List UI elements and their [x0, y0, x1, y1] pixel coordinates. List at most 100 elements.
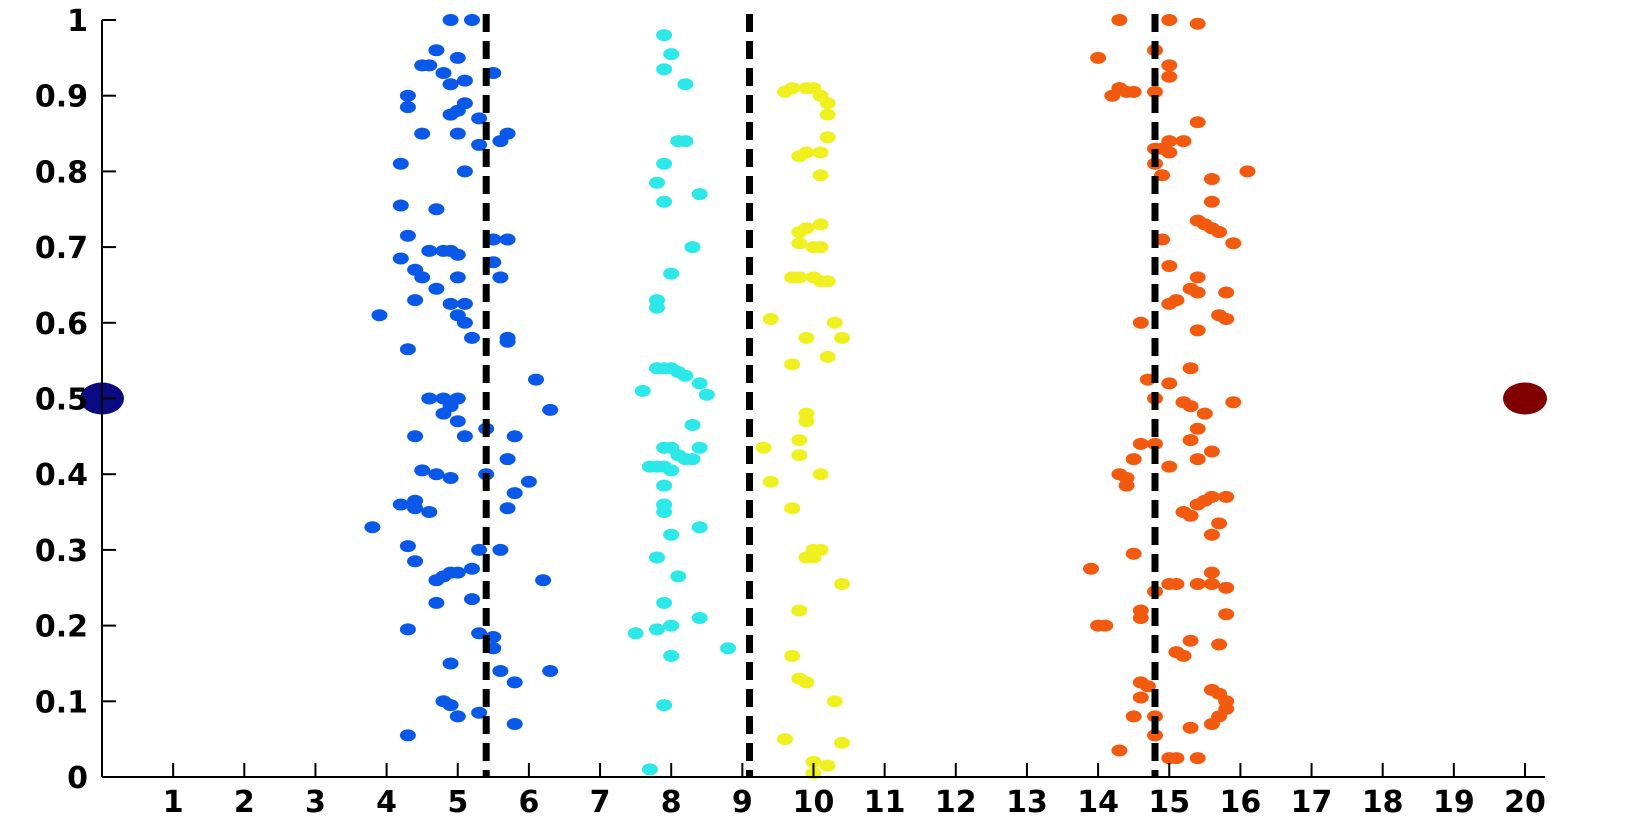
data-point — [499, 453, 516, 466]
data-point — [492, 271, 509, 284]
data-point — [399, 729, 416, 742]
data-point — [442, 108, 459, 121]
data-point — [1203, 718, 1220, 730]
data-point — [791, 237, 808, 250]
data-point — [492, 543, 509, 556]
endpoint-markers — [80, 382, 1547, 415]
data-point — [1097, 619, 1114, 632]
data-point — [812, 468, 829, 481]
data-point — [1203, 566, 1220, 579]
data-point — [784, 649, 801, 662]
data-point — [428, 203, 445, 216]
data-point — [456, 74, 473, 87]
data-point — [407, 502, 424, 515]
data-point — [1132, 612, 1149, 624]
data-point — [1182, 400, 1199, 413]
data-point — [1182, 721, 1199, 734]
data-point — [392, 199, 409, 212]
data-point — [670, 570, 687, 583]
data-point — [834, 736, 850, 749]
y-tick-label: 0.2 — [35, 610, 88, 645]
data-point — [819, 97, 836, 110]
data-point — [656, 157, 673, 170]
data-point — [506, 487, 523, 500]
y-tick-label: 0.1 — [35, 685, 88, 720]
data-point — [492, 135, 509, 148]
data-point — [1161, 377, 1178, 390]
x-tick-label: 14 — [1077, 785, 1119, 816]
data-point — [535, 574, 552, 587]
vertical-dashed-lines — [482, 14, 1159, 777]
data-point — [805, 551, 822, 564]
data-point — [656, 699, 673, 712]
data-point — [435, 407, 452, 420]
data-point — [1211, 226, 1228, 238]
data-point — [677, 135, 694, 148]
data-point — [464, 331, 480, 344]
data-point — [812, 146, 829, 159]
data-point — [1168, 752, 1185, 765]
data-point — [677, 78, 694, 91]
data-point — [449, 710, 466, 723]
data-point — [471, 543, 488, 556]
x-tick-label: 2 — [234, 785, 255, 816]
y-tick-label: 0.5 — [35, 383, 88, 418]
data-point — [634, 384, 651, 397]
data-point — [442, 472, 459, 484]
data-point — [1189, 17, 1206, 30]
data-point — [1218, 313, 1235, 325]
data-point — [1161, 59, 1178, 72]
data-point — [1218, 286, 1235, 299]
data-point — [542, 665, 559, 677]
data-point — [1189, 116, 1206, 129]
data-point — [777, 733, 793, 746]
data-point — [392, 252, 409, 265]
data-point — [819, 350, 836, 363]
data-point — [798, 331, 815, 344]
data-point — [1161, 14, 1178, 26]
data-point — [784, 358, 801, 371]
data-point — [1182, 634, 1199, 647]
data-point — [407, 430, 424, 443]
data-point — [784, 82, 801, 95]
data-point — [1203, 578, 1220, 590]
y-tick-label: 0.6 — [35, 307, 88, 342]
data-point — [1161, 146, 1178, 159]
y-tick-label: 0 — [67, 761, 88, 796]
data-point — [826, 316, 843, 329]
data-point — [698, 388, 715, 401]
data-point — [819, 275, 836, 288]
data-point — [428, 574, 445, 587]
data-point — [449, 566, 466, 579]
data-point — [1225, 237, 1242, 250]
data-point — [1111, 14, 1128, 26]
data-point — [1132, 316, 1149, 329]
data-point — [1189, 286, 1206, 299]
data-point — [834, 331, 850, 344]
data-point — [421, 392, 438, 405]
data-point — [1189, 324, 1206, 337]
data-point — [791, 449, 808, 462]
data-point — [499, 233, 516, 246]
data-point — [649, 301, 665, 314]
data-point — [762, 475, 779, 488]
data-point — [656, 29, 673, 42]
data-point — [520, 475, 537, 488]
data-point — [449, 415, 466, 428]
data-point — [1218, 581, 1235, 594]
data-point — [456, 297, 473, 310]
x-tick-label: 5 — [447, 785, 468, 816]
x-tick-label: 16 — [1220, 785, 1262, 816]
data-point — [1203, 195, 1220, 208]
data-point — [414, 464, 431, 477]
data-point — [442, 78, 459, 91]
data-point — [1203, 173, 1220, 185]
data-point — [762, 313, 779, 325]
x-tick-label: 7 — [590, 785, 611, 816]
data-point — [449, 248, 466, 261]
data-point — [641, 763, 658, 776]
x-tick-label: 19 — [1433, 785, 1475, 816]
data-point — [1189, 453, 1206, 466]
data-point — [691, 612, 708, 624]
data-point — [392, 498, 409, 511]
